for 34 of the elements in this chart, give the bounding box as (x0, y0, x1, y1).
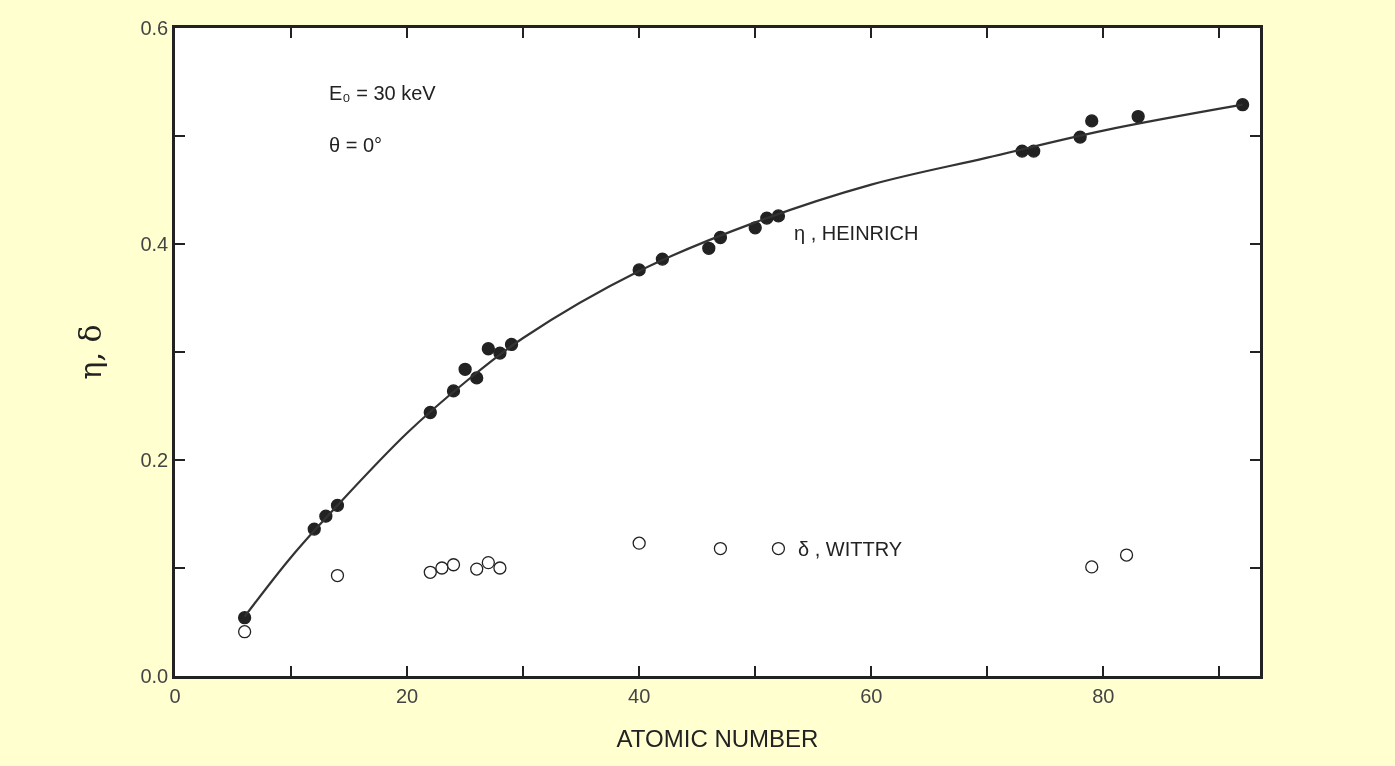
x-tick-label: 40 (628, 684, 651, 707)
point (470, 562, 484, 576)
y-tick-label: 0.2 (140, 449, 169, 471)
point (237, 625, 252, 639)
y-tick-label: 0.0 (140, 665, 169, 687)
point (481, 342, 495, 356)
point (1131, 109, 1145, 124)
annotation: θ = 0° (329, 134, 383, 156)
y-tick-label: 0.4 (140, 233, 169, 255)
y-tick-label: 0.6 (140, 17, 169, 39)
x-tick-label: 60 (860, 684, 883, 707)
point (237, 611, 252, 625)
point (771, 541, 786, 556)
point (481, 555, 495, 570)
x-tick-label: 20 (395, 684, 419, 707)
point (702, 241, 716, 255)
point (446, 558, 461, 572)
point (1085, 560, 1099, 574)
series-label: η , HEINRICH (794, 222, 919, 244)
point (632, 536, 646, 550)
point (1119, 548, 1134, 562)
annotation: E₀ = 30 keV (329, 82, 437, 104)
point (713, 541, 728, 556)
point (1085, 114, 1099, 128)
point (330, 568, 345, 583)
x-axis-title: ATOMIC NUMBER (616, 725, 819, 753)
y-axis-title: η, δ (73, 324, 109, 380)
point (423, 565, 437, 579)
x-tick-label: 0 (169, 684, 181, 707)
point (458, 362, 472, 376)
x-tick-label: 80 (1092, 684, 1115, 707)
series-label: δ , WITTRY (798, 538, 903, 560)
point (435, 561, 449, 575)
point (493, 561, 507, 575)
